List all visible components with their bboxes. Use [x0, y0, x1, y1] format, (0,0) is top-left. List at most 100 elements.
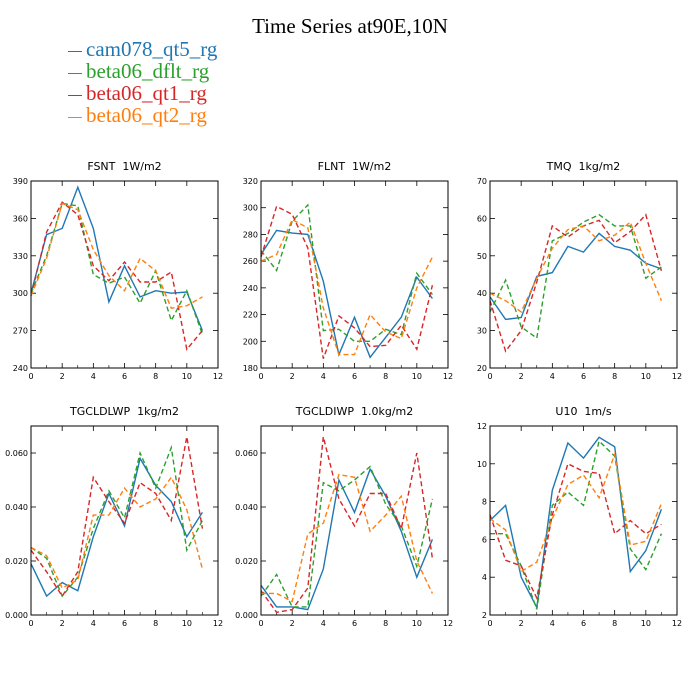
legend-label: beta06_qt1_rg	[86, 81, 207, 105]
x-tick-label: 2	[60, 619, 65, 628]
x-tick-label: 8	[383, 372, 388, 381]
plot-frame	[30, 425, 219, 616]
x-tick-label: 8	[153, 372, 158, 381]
y-tick-label: 0.020	[235, 557, 258, 566]
x-tick-label: 0	[258, 372, 263, 381]
series-line	[489, 213, 663, 353]
x-tick-label: 6	[352, 619, 357, 628]
series-line	[489, 451, 663, 573]
legend: cam078_qt5_rg beta06_dflt_rg beta06_qt1_…	[68, 38, 217, 126]
y-tick-label: 270	[13, 327, 28, 336]
x-tick-label: 2	[290, 372, 295, 381]
series-line	[260, 205, 434, 359]
x-tick-label: 10	[641, 619, 651, 628]
x-tick-label: 10	[412, 619, 422, 628]
chart-panel: TGCLDIWP 1.0kg/m2 0 2 4 6 8 10 12 0.000 0.020 0.04…	[235, 405, 453, 628]
y-tick-label: 70	[477, 177, 487, 186]
chart-panel: TGCLDLWP 1kg/m2 0 2 4 6 8 10 12 0.000 0.020 0.040 0…	[5, 405, 223, 628]
chart-title: TMQ 1kg/m2	[546, 160, 621, 173]
y-tick-label: 360	[13, 214, 28, 223]
y-tick-label: 240	[243, 284, 258, 293]
x-tick-label: 12	[672, 619, 682, 628]
legend-item: beta06_qt2_rg	[68, 104, 217, 126]
x-tick-label: 4	[91, 619, 96, 628]
legend-label: cam078_qt5_rg	[86, 37, 218, 61]
legend-item: beta06_dflt_rg	[68, 60, 217, 82]
x-tick-label: 0	[28, 372, 33, 381]
y-tick-label: 20	[477, 364, 487, 373]
x-tick-label: 8	[612, 619, 617, 628]
y-tick-label: 300	[13, 289, 28, 298]
legend-swatch	[68, 116, 82, 118]
y-tick-label: 330	[13, 252, 28, 261]
x-tick-label: 4	[321, 372, 326, 381]
y-tick-label: 240	[13, 364, 28, 373]
x-tick-label: 0	[487, 619, 492, 628]
plot-frame	[30, 180, 219, 369]
chart-panel: FLNT 1W/m2 0 2 4 6 8 10 12 180 200 220 240 260 280 300…	[243, 160, 453, 381]
y-tick-label: 8	[482, 498, 487, 507]
plot-frame	[260, 180, 449, 369]
x-tick-label: 6	[122, 372, 127, 381]
x-tick-label: 10	[182, 619, 192, 628]
x-tick-label: 6	[581, 372, 586, 381]
legend-swatch	[68, 72, 82, 74]
chart-panel: FSNT 1W/m2 0 2 4 6 8 10 12 240 270 300 330 360 390	[13, 160, 223, 381]
chart-title: TGCLDIWP 1.0kg/m2	[295, 405, 414, 418]
series-line	[489, 462, 662, 601]
x-tick-label: 4	[91, 372, 96, 381]
series-line	[30, 444, 204, 598]
y-tick-label: 300	[243, 204, 258, 213]
y-tick-label: 0.060	[235, 449, 258, 458]
x-tick-label: 10	[412, 372, 422, 381]
series-line	[489, 213, 662, 340]
y-tick-label: 10	[477, 460, 487, 469]
plot-frame	[260, 425, 449, 616]
y-tick-label: 0.020	[5, 557, 28, 566]
series-line	[30, 202, 204, 335]
plot-frame	[489, 180, 678, 369]
x-tick-label: 10	[182, 372, 192, 381]
series-line	[30, 436, 204, 598]
y-tick-label: 390	[13, 177, 28, 186]
y-tick-label: 6	[482, 535, 487, 544]
y-tick-label: 12	[477, 422, 487, 431]
legend-label: beta06_dflt_rg	[86, 59, 210, 83]
x-tick-label: 12	[672, 372, 682, 381]
series-line	[30, 202, 203, 309]
y-tick-label: 0.000	[235, 611, 258, 620]
y-tick-label: 320	[243, 177, 258, 186]
x-tick-label: 10	[641, 372, 651, 381]
x-tick-label: 6	[352, 372, 357, 381]
y-tick-label: 220	[243, 311, 258, 320]
series-line	[260, 467, 434, 611]
y-tick-label: 200	[243, 337, 258, 346]
x-tick-label: 0	[28, 619, 33, 628]
x-tick-label: 12	[443, 619, 453, 628]
y-tick-label: 0.040	[5, 503, 28, 512]
x-tick-label: 8	[153, 619, 158, 628]
x-tick-label: 0	[487, 372, 492, 381]
page-title: Time Series at90E,10N	[252, 14, 448, 38]
x-tick-label: 4	[321, 619, 326, 628]
x-tick-label: 12	[213, 372, 223, 381]
series-line	[490, 439, 663, 610]
series-line	[260, 218, 434, 356]
plot-frame	[489, 425, 678, 616]
x-tick-label: 0	[258, 619, 263, 628]
chart-title: U10 1m/s	[555, 405, 611, 418]
legend-label: beta06_qt2_rg	[86, 103, 207, 127]
y-tick-label: 50	[477, 252, 487, 261]
y-tick-label: 60	[477, 214, 487, 223]
x-tick-label: 2	[290, 619, 295, 628]
x-tick-label: 4	[550, 619, 555, 628]
series-line	[489, 220, 663, 313]
x-tick-label: 2	[519, 619, 524, 628]
y-tick-label: 280	[243, 230, 258, 239]
x-tick-label: 6	[581, 619, 586, 628]
y-tick-label: 180	[243, 364, 258, 373]
series-line	[261, 473, 434, 603]
series-line	[30, 475, 204, 589]
y-tick-label: 4	[482, 573, 487, 582]
